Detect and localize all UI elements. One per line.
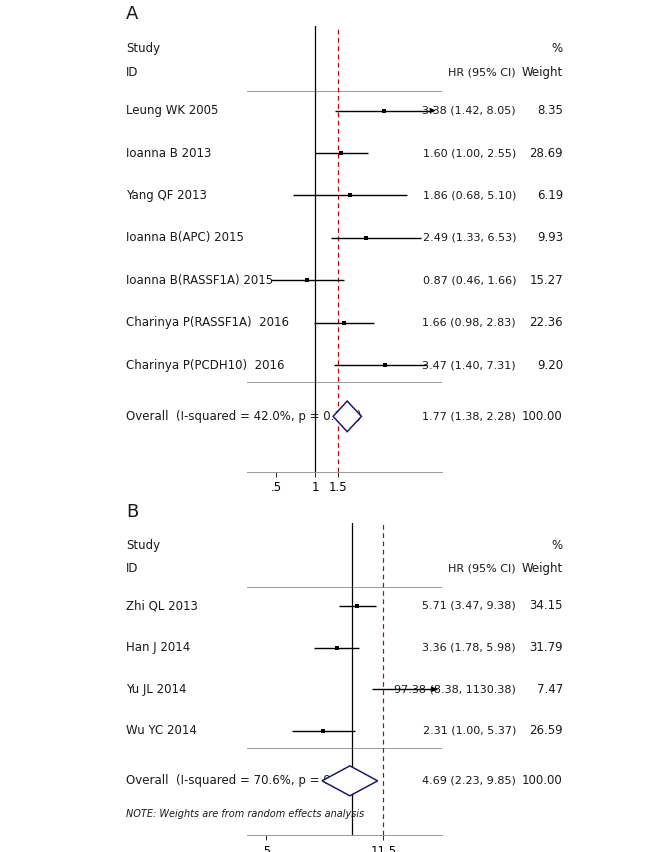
Text: 5.71 (3.47, 9.38): 5.71 (3.47, 9.38) [422,601,516,611]
Text: NOTE: Weights are from random effects analysis: NOTE: Weights are from random effects an… [126,809,365,819]
Text: Overall  (I-squared = 70.6%, p = 0.017): Overall (I-squared = 70.6%, p = 0.017) [126,774,361,787]
Text: %: % [552,539,563,552]
Text: 1.66 (0.98, 2.83): 1.66 (0.98, 2.83) [422,318,516,328]
Text: A: A [126,5,138,24]
Text: 22.36: 22.36 [529,316,563,330]
Text: 26.59: 26.59 [529,724,563,737]
Text: 97.38 (8.38, 1130.38): 97.38 (8.38, 1130.38) [395,684,516,694]
Text: 28.69: 28.69 [529,147,563,159]
Polygon shape [333,401,361,432]
Text: ID: ID [126,562,138,575]
Text: 15.27: 15.27 [529,274,563,287]
Text: Han J 2014: Han J 2014 [126,641,190,654]
Text: 6.19: 6.19 [537,189,563,202]
Text: 3.38 (1.42, 8.05): 3.38 (1.42, 8.05) [422,106,516,116]
Text: 31.79: 31.79 [529,641,563,654]
Text: Overall  (I-squared = 42.0%, p = 0.111): Overall (I-squared = 42.0%, p = 0.111) [126,410,361,423]
Text: 1.60 (1.00, 2.55): 1.60 (1.00, 2.55) [423,148,516,158]
Text: Study: Study [126,43,160,55]
Text: 2.31 (1.00, 5.37): 2.31 (1.00, 5.37) [422,726,516,736]
Text: 100.00: 100.00 [522,410,563,423]
Text: %: % [552,43,563,55]
Text: Leung WK 2005: Leung WK 2005 [126,104,218,117]
Text: 3.36 (1.78, 5.98): 3.36 (1.78, 5.98) [422,642,516,653]
Text: 100.00: 100.00 [522,774,563,787]
Text: Zhi QL 2013: Zhi QL 2013 [126,600,198,613]
Text: 1.77 (1.38, 2.28): 1.77 (1.38, 2.28) [422,412,516,422]
Polygon shape [322,766,378,796]
Text: HR (95% CI): HR (95% CI) [448,563,516,573]
Text: Study: Study [126,539,160,552]
Text: Charinya P(PCDH10)  2016: Charinya P(PCDH10) 2016 [126,359,285,372]
Text: Weight: Weight [522,66,563,78]
Text: B: B [126,503,138,521]
Text: Ioanna B 2013: Ioanna B 2013 [126,147,211,159]
Text: 1.86 (0.68, 5.10): 1.86 (0.68, 5.10) [422,191,516,200]
Text: Weight: Weight [522,562,563,575]
Text: Ioanna B(RASSF1A) 2015: Ioanna B(RASSF1A) 2015 [126,274,273,287]
Text: 9.93: 9.93 [537,232,563,245]
Text: Ioanna B(APC) 2015: Ioanna B(APC) 2015 [126,232,244,245]
Text: 7.47: 7.47 [537,682,563,696]
Text: 8.35: 8.35 [537,104,563,117]
Text: 4.69 (2.23, 9.85): 4.69 (2.23, 9.85) [422,776,516,786]
Text: 0.87 (0.46, 1.66): 0.87 (0.46, 1.66) [422,275,516,285]
Text: 3.47 (1.40, 7.31): 3.47 (1.40, 7.31) [422,360,516,371]
Text: ID: ID [126,66,138,78]
Text: Charinya P(RASSF1A)  2016: Charinya P(RASSF1A) 2016 [126,316,289,330]
Text: Wu YC 2014: Wu YC 2014 [126,724,197,737]
Text: HR (95% CI): HR (95% CI) [448,67,516,78]
Text: 9.20: 9.20 [537,359,563,372]
Text: Yu JL 2014: Yu JL 2014 [126,682,187,696]
Text: Yang QF 2013: Yang QF 2013 [126,189,207,202]
Text: 34.15: 34.15 [529,600,563,613]
Text: 2.49 (1.33, 6.53): 2.49 (1.33, 6.53) [422,233,516,243]
